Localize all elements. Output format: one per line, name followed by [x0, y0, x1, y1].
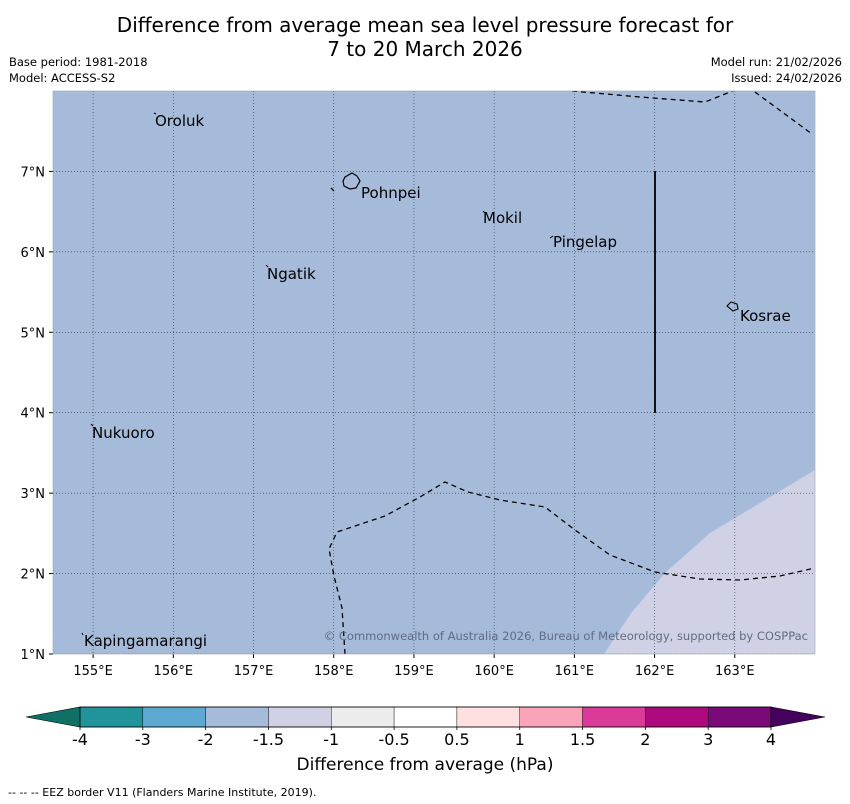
map-title-line1: Difference from average mean sea level p… — [116, 13, 734, 37]
map-title-line2: 7 to 20 March 2026 — [327, 37, 523, 61]
lat-tick-label: 3°N — [21, 487, 46, 502]
colorbar-bin — [79, 706, 144, 728]
place-label-pingelap: Pingelap — [553, 233, 617, 251]
lon-tick-label: 162°E — [635, 664, 675, 679]
kapingamarangi-atoll-mark — [81, 632, 84, 636]
colorbar-tick-label: 1 — [515, 730, 525, 749]
place-labels: Oroluk Pohnpei Mokil Pingelap Ngatik Kos… — [84, 112, 791, 650]
colorbar-tick-label: -1 — [323, 730, 339, 749]
lat-tick-label: 2°N — [21, 568, 46, 583]
ngatik-atoll-mark — [265, 264, 269, 268]
model-run-label: Model run: 21/02/2026 — [710, 55, 842, 69]
place-label-kapingamarangi: Kapingamarangi — [84, 632, 207, 650]
anomaly-region-weaker-low — [604, 470, 815, 654]
lon-tick-label: 157°E — [234, 664, 274, 679]
lon-tick-label: 160°E — [474, 664, 514, 679]
colorbar-bin — [393, 706, 458, 728]
colorbar-extend-high — [770, 706, 826, 728]
colorbar-tick-label: -0.5 — [378, 730, 409, 749]
colorbar-bin — [268, 706, 332, 728]
issued-label: Issued: 24/02/2026 — [731, 71, 842, 85]
eez-border-northeast — [754, 91, 813, 135]
eez-border-pohnpei-fragment — [330, 187, 335, 192]
colorbar-bin — [645, 706, 709, 728]
colorbar-tick-label: 4 — [766, 730, 776, 749]
nukuoro-atoll-mark — [90, 423, 94, 427]
colorbar: -4 -3 -2 -1.5 -1 -0.5 0.5 1 1.5 2 3 4 — [25, 706, 826, 749]
colorbar-bin — [707, 706, 772, 728]
colorbar-bin — [519, 706, 583, 728]
colorbar-title: Difference from average (hPa) — [296, 755, 554, 775]
colorbar-tick-label: 1.5 — [570, 730, 595, 749]
axis-ticks: 155°E 156°E 157°E 158°E 159°E 160°E 161°E 162°E… — [21, 165, 755, 679]
place-label-ngatik: Ngatik — [267, 265, 316, 283]
mokil-atoll-mark — [482, 210, 486, 214]
eez-border-north — [571, 91, 735, 103]
lat-tick-label: 5°N — [21, 326, 46, 341]
lon-tick-label: 156°E — [154, 664, 194, 679]
lon-tick-label: 159°E — [394, 664, 434, 679]
place-label-pohnpei: Pohnpei — [361, 184, 421, 202]
lat-tick-label: 4°N — [21, 407, 46, 422]
place-label-kosrae: Kosrae — [740, 307, 791, 325]
map-frame — [52, 90, 816, 655]
colorbar-tick-label: -2 — [198, 730, 214, 749]
colorbar-tick-label: 2 — [640, 730, 650, 749]
colorbar-tick-label: 3 — [703, 730, 713, 749]
lat-tick-label: 1°N — [21, 648, 46, 663]
colorbar-outline — [79, 706, 772, 728]
place-label-oroluk: Oroluk — [155, 112, 204, 130]
colorbar-tick-label: 0.5 — [444, 730, 469, 749]
colorbar-extend-low — [25, 706, 81, 728]
base-period-label: Base period: 1981-2018 — [9, 55, 148, 69]
kosrae-island-outline — [726, 301, 739, 312]
oroluk-atoll-mark — [153, 112, 157, 115]
lon-tick-label: 163°E — [715, 664, 755, 679]
place-label-mokil: Mokil — [483, 209, 522, 227]
colorbar-bin — [331, 706, 395, 728]
colorbar-bin — [456, 706, 520, 728]
lon-tick-label: 161°E — [555, 664, 595, 679]
lon-tick-label: 158°E — [314, 664, 354, 679]
lat-tick-label: 7°N — [21, 165, 46, 180]
colorbar-bin — [582, 706, 646, 728]
colorbar-tick-label: -1.5 — [253, 730, 284, 749]
eez-border-south — [328, 481, 815, 654]
pingelap-atoll-mark — [549, 235, 554, 239]
colorbar-bin — [205, 706, 269, 728]
eez-borders — [328, 91, 815, 654]
copyright-notice: © Commonwealth of Australia 2026, Bureau… — [324, 629, 808, 643]
place-label-nukuoro: Nukuoro — [92, 424, 155, 442]
eez-footnote: -- -- -- EEZ border V11 (Flanders Marine… — [8, 786, 317, 799]
colorbar-tick-label: -3 — [135, 730, 151, 749]
model-label: Model: ACCESS-S2 — [9, 71, 116, 85]
colorbar-tick-label: -4 — [72, 730, 88, 749]
lat-tick-label: 6°N — [21, 246, 46, 261]
pohnpei-island-outline — [342, 172, 361, 190]
colorbar-bin — [142, 706, 206, 728]
graticule — [53, 91, 815, 654]
lon-tick-label: 155°E — [73, 664, 113, 679]
